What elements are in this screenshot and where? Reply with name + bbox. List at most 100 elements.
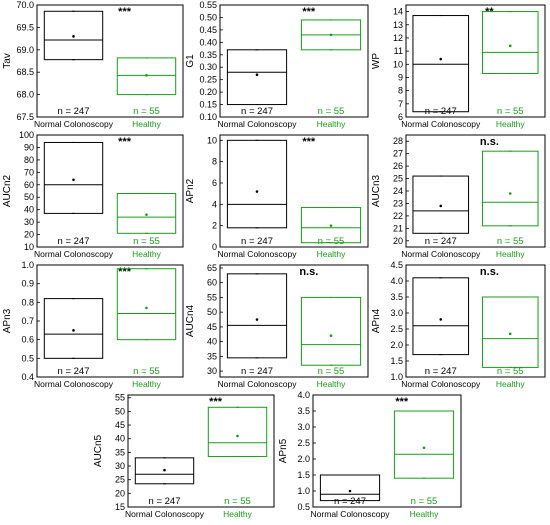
sample-size-label: n = 55 <box>497 106 524 117</box>
y-tick-label: 45 <box>207 322 217 332</box>
panel-g1: 0.10 0.15 0.20 0.25 0.30 0.35 0.40 0.45 0.50 0.55… <box>185 0 369 129</box>
category-label: Normal Colonoscopy <box>34 249 114 259</box>
significance-marker: *** <box>118 136 132 148</box>
y-tick-label: 20 <box>393 236 403 246</box>
category-label: Normal Colonoscopy <box>401 249 481 259</box>
y-tick-label: 8 <box>212 157 217 167</box>
y-tick-label: 4.0 <box>297 390 310 400</box>
panel-aucn2: 10 20 30 40 50 60 70 80 90 100 AUCn2 *** n = 247 Norm… <box>2 130 184 259</box>
y-tick-label: 50 <box>115 406 125 416</box>
y-axis-label: APn4 <box>371 308 382 333</box>
panel-apn3: 0.4 0.5 0.6 0.7 0.8 0.9 1.0 APn3 *** n = 247 Norma… <box>2 260 184 389</box>
y-tick-label: 0.9 <box>21 279 34 289</box>
panel-aucn3: 20 21 22 23 24 25 26 27 28 AUCn3 n.s. n = 247 Normal… <box>371 134 546 259</box>
y-tick-label: 10 <box>24 242 34 252</box>
mean-marker <box>329 224 333 227</box>
mean-marker <box>439 318 443 321</box>
significance-marker: n.s. <box>299 266 318 278</box>
y-tick-label: 25 <box>115 475 125 485</box>
box-healthy <box>300 296 362 366</box>
sample-size-label: n = 247 <box>149 496 181 507</box>
y-tick-label: 65 <box>207 263 217 273</box>
y-tick-label: 40 <box>115 434 125 444</box>
y-tick-label: 20 <box>115 488 125 498</box>
mean-marker <box>329 33 333 37</box>
y-tick-label: 55 <box>207 292 217 302</box>
y-tick-label: 55 <box>115 393 125 403</box>
category-label: Normal Colonoscopy <box>401 119 481 129</box>
panel-frame <box>219 134 369 248</box>
y-tick-label: 67.5 <box>16 112 34 122</box>
box-healthy <box>393 410 455 479</box>
y-tick-label: 13 <box>393 20 403 30</box>
panel-frame <box>312 394 462 508</box>
y-axis-label: AUCn4 <box>185 304 196 337</box>
y-tick-label: 21 <box>393 223 403 233</box>
sample-size-label: n = 247 <box>334 496 366 507</box>
sample-size-label: n = 55 <box>411 496 438 507</box>
y-tick-label: 7 <box>398 99 403 109</box>
box-healthy <box>116 268 177 341</box>
y-tick-label: 9 <box>398 72 403 82</box>
category-label: Normal Colonoscopy <box>34 119 114 129</box>
panel-apn4: 1.0 1.5 2.0 2.5 3.0 3.5 4.0 4.5 APn4 n.s. n = 247 N… <box>371 260 546 389</box>
category-label: Normal Colonoscopy <box>218 119 298 129</box>
y-tick-label: 68.0 <box>16 90 34 100</box>
y-tick-label: 0.55 <box>199 0 217 10</box>
y-axis-label: Tav <box>2 53 13 69</box>
y-tick-label: 0.40 <box>199 37 217 47</box>
box-normal <box>226 49 288 106</box>
mean-marker <box>255 190 259 193</box>
sample-size-label: n = 55 <box>318 236 345 247</box>
y-tick-label: 14 <box>393 7 403 17</box>
y-tick-label: 35 <box>207 351 217 361</box>
y-tick-label: 70.0 <box>16 0 34 10</box>
y-tick-label: 24 <box>393 186 403 196</box>
y-tick-label: 25 <box>393 174 403 184</box>
y-tick-label: 1.0 <box>297 486 310 496</box>
y-tick-label: 2.5 <box>390 324 403 334</box>
y-tick-label: 100 <box>19 130 34 140</box>
y-tick-label: 3.5 <box>297 406 310 416</box>
category-label: Healthy <box>410 509 440 519</box>
y-tick-label: 69.5 <box>16 22 34 32</box>
y-tick-label: 90 <box>24 142 34 152</box>
y-tick-label: 10 <box>393 59 403 69</box>
sample-size-label: n = 247 <box>241 106 273 117</box>
panel-frame <box>36 134 184 248</box>
y-tick-label: 4.0 <box>390 276 403 286</box>
y-tick-label: 30 <box>115 461 125 471</box>
box-healthy <box>481 11 539 75</box>
box-healthy <box>481 296 539 368</box>
panel-tav: 67.5 68.0 68.5 69.0 69.5 70.0 Tav *** n = 247 Nor… <box>2 0 184 129</box>
category-label: Healthy <box>317 249 347 259</box>
y-tick-label: 0.30 <box>199 62 217 72</box>
panel-frame <box>36 264 184 378</box>
box-normal <box>226 273 288 359</box>
y-tick-label: 60 <box>24 180 34 190</box>
y-axis-label: APn2 <box>185 178 196 203</box>
category-label: Healthy <box>317 119 347 129</box>
y-tick-label: 1.0 <box>390 372 403 382</box>
y-tick-label: 0 <box>212 242 217 252</box>
category-label: Healthy <box>132 249 162 259</box>
significance-marker: n.s. <box>480 136 499 148</box>
category-label: Normal Colonoscopy <box>218 249 298 259</box>
y-tick-label: 12 <box>393 33 403 43</box>
category-label: Normal Colonoscopy <box>34 379 114 389</box>
y-tick-label: 70 <box>24 167 34 177</box>
category-label: Healthy <box>132 379 162 389</box>
y-axis-label: AUCn5 <box>93 434 104 467</box>
sample-size-label: n = 55 <box>133 236 160 247</box>
significance-marker: *** <box>118 266 132 278</box>
y-tick-label: 30 <box>24 217 34 227</box>
mean-marker <box>508 332 512 336</box>
panel-frame <box>127 394 275 508</box>
mean-marker <box>439 57 443 61</box>
y-axis-label: APn5 <box>278 438 289 463</box>
y-tick-label: 35 <box>115 447 125 457</box>
y-tick-label: 0.6 <box>21 335 34 345</box>
sample-size-label: n = 55 <box>497 236 524 247</box>
y-tick-label: 40 <box>207 337 217 347</box>
mean-marker <box>508 44 512 48</box>
